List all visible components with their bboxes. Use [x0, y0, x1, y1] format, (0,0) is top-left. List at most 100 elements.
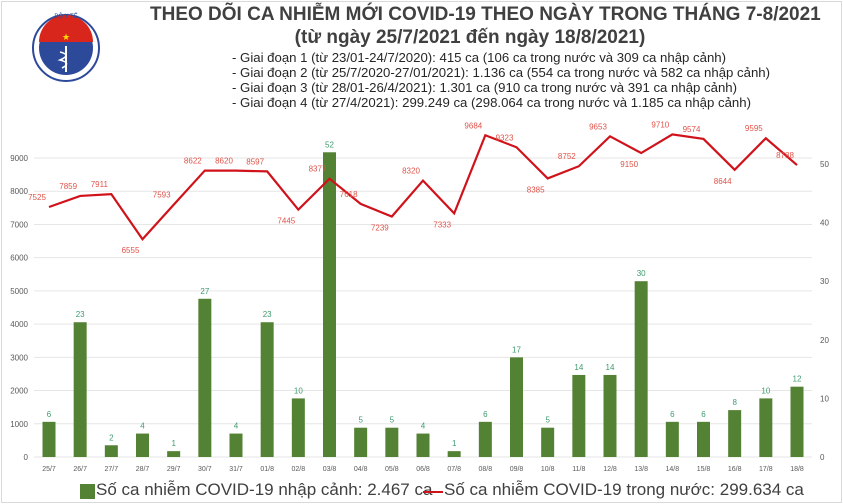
- bar-label: 4: [140, 422, 145, 431]
- right-axis-tick: 30: [820, 277, 829, 286]
- bar: [603, 374, 617, 457]
- bar-label: 10: [761, 386, 770, 395]
- bar: [447, 451, 461, 457]
- x-axis-tick: 05/8: [385, 466, 399, 473]
- bar-label: 8: [732, 398, 737, 407]
- x-axis-tick: 27/7: [105, 466, 119, 473]
- right-axis-tick: 40: [820, 219, 829, 228]
- line-label: 8788: [776, 151, 794, 160]
- x-axis-tick: 01/8: [260, 466, 274, 473]
- x-axis-tick: 25/7: [42, 466, 56, 473]
- bar-label: 6: [701, 410, 706, 419]
- right-axis-tick: 0: [820, 453, 825, 462]
- right-axis-tick: 20: [820, 336, 829, 345]
- x-axis-tick: 04/8: [354, 466, 368, 473]
- left-axis-tick: 7000: [10, 220, 28, 229]
- bar: [260, 322, 274, 457]
- bar-label: 14: [606, 363, 615, 372]
- legend-bar-swatch: [80, 484, 95, 499]
- bar-label: 23: [76, 310, 85, 319]
- bar-label: 5: [545, 416, 550, 425]
- line-label: 8644: [714, 177, 732, 186]
- x-axis-tick: 09/8: [510, 466, 524, 473]
- bar: [104, 445, 118, 457]
- left-axis-tick: 0: [24, 453, 29, 462]
- line-label: 8597: [246, 157, 264, 166]
- bar: [572, 374, 586, 457]
- line-label: 7618: [340, 190, 358, 199]
- left-axis-tick: 8000: [10, 187, 28, 196]
- x-axis-tick: 30/7: [198, 466, 212, 473]
- x-axis-tick: 08/8: [479, 466, 493, 473]
- chart-subtitle: (từ ngày 25/7/2021 đến ngày 18/8/2021): [294, 27, 646, 48]
- bar-label: 6: [670, 410, 675, 419]
- left-axis-tick: 5000: [10, 287, 28, 296]
- x-axis-tick: 17/8: [759, 466, 773, 473]
- line-label: 9323: [496, 133, 514, 142]
- right-axis-tick: 10: [820, 394, 829, 403]
- line-label: 9595: [745, 124, 763, 133]
- bar-label: 4: [421, 422, 426, 431]
- x-axis-tick: 12/8: [603, 466, 617, 473]
- period-1: - Giai đoạn 1 (từ 23/01-24/7/2020): 415 …: [232, 50, 727, 65]
- bar: [385, 427, 399, 457]
- left-axis-tick: 3000: [10, 353, 28, 362]
- line-series: [48, 133, 798, 241]
- bar: [198, 298, 212, 457]
- x-axis-tick: 28/7: [136, 466, 150, 473]
- bar: [665, 421, 679, 457]
- line-label: 7911: [91, 180, 109, 189]
- svg-text:BỘ Y TẾ: BỘ Y TẾ: [54, 13, 77, 20]
- line-label: 9150: [620, 160, 638, 169]
- bar-label: 4: [234, 422, 239, 431]
- svg-text:★: ★: [62, 32, 70, 42]
- x-axis-tick: 16/8: [728, 466, 742, 473]
- bar: [634, 281, 648, 457]
- bar-label: 12: [793, 375, 802, 384]
- x-axis-tick: 29/7: [167, 466, 181, 473]
- legend-line-label: Số ca nhiễm COVID-19 trong nước: 299.634…: [444, 480, 804, 499]
- period-4: - Giai đoạn 4 (từ 27/4/2021): 299.249 ca…: [232, 95, 751, 110]
- bar: [42, 421, 56, 457]
- bar-label: 14: [574, 363, 583, 372]
- left-axis-tick: 9000: [10, 154, 28, 163]
- x-axis-tick: 14/8: [666, 466, 680, 473]
- bar: [759, 398, 773, 457]
- legend-line-swatch: [423, 491, 443, 493]
- bar: [478, 421, 492, 457]
- bar-label: 5: [358, 416, 363, 425]
- bar: [510, 357, 523, 457]
- line-label: 8377: [309, 165, 327, 174]
- line-label: 9653: [589, 122, 607, 131]
- line-label: 9710: [651, 120, 669, 129]
- chart-title: THEO DÕI CA NHIỄM MỚI COVID-19 THEO NGÀY…: [150, 4, 821, 25]
- bar: [354, 427, 368, 457]
- bar: [291, 398, 305, 457]
- x-axis-tick: 03/8: [323, 466, 337, 473]
- period-2: - Giai đoạn 2 (từ 25/7/2020-27/01/2021):…: [232, 65, 771, 80]
- x-axis-tick: 18/8: [790, 466, 804, 473]
- bar: [229, 433, 243, 457]
- line-label: 9684: [464, 121, 482, 130]
- bar: [697, 421, 710, 457]
- x-axis-tick: 07/8: [447, 466, 461, 473]
- bar-label: 1: [171, 439, 176, 448]
- line-label: 7239: [371, 224, 389, 233]
- line-label: 8385: [527, 185, 545, 194]
- bar-label: 6: [47, 410, 52, 419]
- x-axis-tick: 11/8: [572, 466, 585, 473]
- line-label: 7593: [153, 191, 171, 200]
- period-3: - Giai đoạn 3 (từ 28/01-26/4/2021): 1.30…: [232, 80, 738, 95]
- bar: [416, 433, 430, 457]
- ministry-logo: ★ BỘ Y TẾ: [32, 13, 100, 82]
- bar-label: 52: [325, 140, 334, 149]
- left-axis-tick: 1000: [10, 420, 28, 429]
- left-axis-tick: 6000: [10, 254, 28, 263]
- bar: [323, 152, 336, 457]
- bar: [136, 433, 149, 457]
- bar-label: 6: [483, 410, 488, 419]
- left-axis-tick: 2000: [10, 387, 28, 396]
- bar-label: 1: [452, 439, 457, 448]
